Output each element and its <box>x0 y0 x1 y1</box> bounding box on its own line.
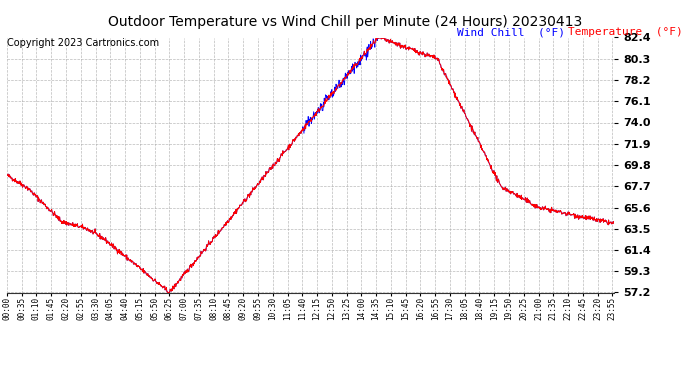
Wind Chill  (°F) <box>406 45 414 50</box>
Text: Copyright 2023 Cartronics.com: Copyright 2023 Cartronics.com <box>7 38 159 48</box>
Wind Chill  (°F) <box>123 258 131 262</box>
Temperature  (°F) <box>485 161 493 165</box>
Temperature  (°F) <box>539 205 547 209</box>
Wind Chill  (°F) <box>610 220 618 225</box>
Line: Wind Chill  (°F): Wind Chill (°F) <box>7 36 614 294</box>
Wind Chill  (°F) <box>138 268 146 272</box>
Wind Chill  (°F) <box>3 172 11 177</box>
Temperature  (°F) <box>374 34 382 39</box>
Temperature  (°F) <box>206 242 215 247</box>
Text: Outdoor Temperature vs Wind Chill per Minute (24 Hours) 20230413: Outdoor Temperature vs Wind Chill per Mi… <box>108 15 582 29</box>
Legend: Wind Chill  (°F), Temperature  (°F): Wind Chill (°F), Temperature (°F) <box>453 22 687 42</box>
Temperature  (°F) <box>406 45 414 50</box>
Wind Chill  (°F) <box>539 205 547 209</box>
Wind Chill  (°F) <box>164 292 172 296</box>
Wind Chill  (°F) <box>485 161 493 165</box>
Temperature  (°F) <box>3 172 11 177</box>
Temperature  (°F) <box>123 258 131 262</box>
Temperature  (°F) <box>138 268 146 272</box>
Temperature  (°F) <box>610 220 618 225</box>
Wind Chill  (°F) <box>206 242 215 247</box>
Line: Temperature  (°F): Temperature (°F) <box>7 36 614 294</box>
Temperature  (°F) <box>164 292 172 296</box>
Wind Chill  (°F) <box>373 34 381 39</box>
